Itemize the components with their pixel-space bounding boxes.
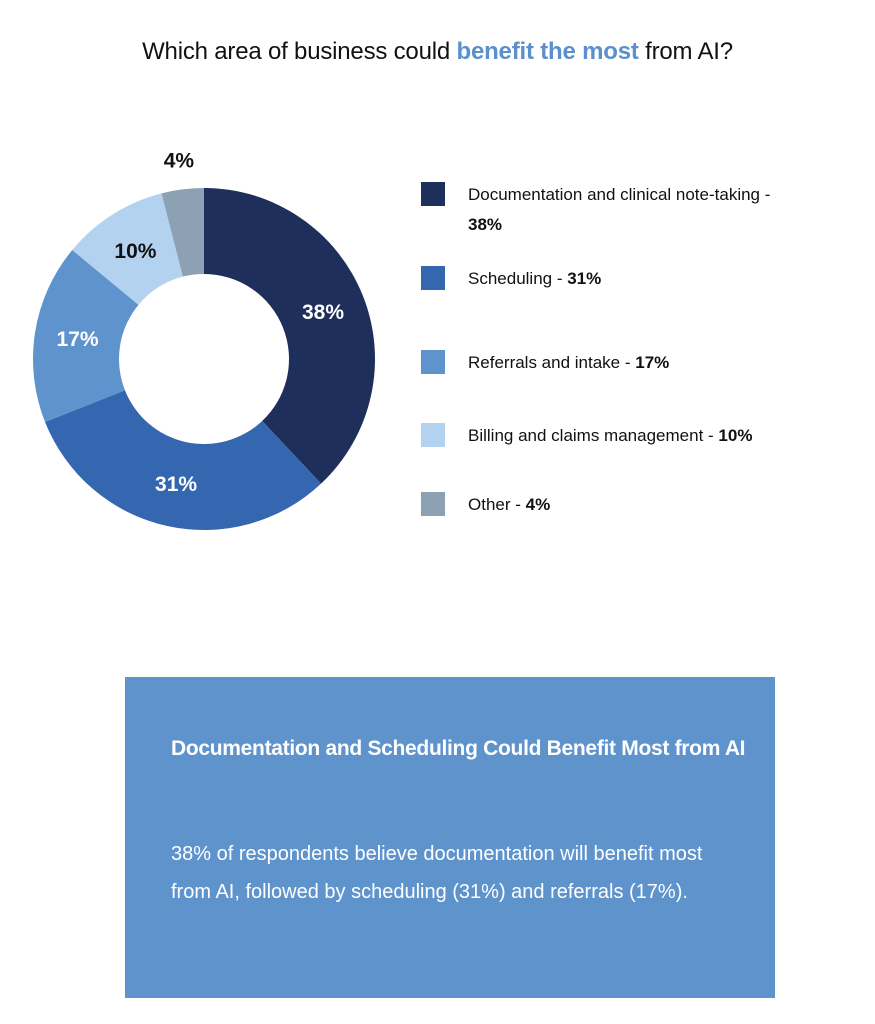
- legend-swatch: [421, 266, 445, 290]
- callout-heading: Documentation and Scheduling Could Benef…: [171, 737, 746, 760]
- legend-swatch: [421, 492, 445, 516]
- data-label: 17%: [57, 328, 99, 351]
- donut-slice-documentation-and-clinical-note-taking: [204, 188, 375, 484]
- legend-label: Documentation and clinical note-taking -…: [468, 185, 771, 234]
- legend-item: Billing and claims management - 10%: [421, 421, 798, 451]
- legend-label: Other - 4%: [468, 495, 551, 514]
- legend-swatch: [421, 182, 445, 206]
- data-label: 31%: [155, 473, 197, 496]
- legend-swatch: [421, 423, 445, 447]
- title-suffix: from AI?: [638, 38, 733, 65]
- callout-box: Documentation and Scheduling Could Benef…: [125, 677, 775, 998]
- donut-slice-referrals-and-intake: [33, 250, 139, 422]
- legend-label: Scheduling - 31%: [468, 269, 602, 288]
- legend-swatch: [421, 350, 445, 374]
- data-label: 38%: [302, 301, 344, 324]
- donut-slice-billing-and-claims-management: [72, 193, 183, 305]
- title-prefix: Which area of business could: [142, 38, 457, 65]
- legend-item: Other - 4%: [421, 490, 798, 520]
- title-highlight: benefit the most: [456, 38, 639, 65]
- legend-item: Referrals and intake - 17%: [421, 348, 798, 378]
- chart-title: Which area of business could benefit the…: [0, 38, 875, 66]
- donut-slice-other: [161, 188, 204, 277]
- donut-chart: 38% 31% 17% 10% 4%: [33, 150, 375, 530]
- legend-label: Referrals and intake - 17%: [468, 353, 670, 372]
- callout-body: 38% of respondents believe documentation…: [171, 843, 703, 903]
- donut-slice-scheduling: [45, 390, 322, 530]
- data-label: 4%: [164, 150, 195, 173]
- legend-label: Billing and claims management - 10%: [468, 426, 753, 445]
- legend-item: Documentation and clinical note-taking -…: [421, 180, 798, 240]
- legend-item: Scheduling - 31%: [421, 264, 798, 294]
- data-label: 10%: [114, 240, 156, 263]
